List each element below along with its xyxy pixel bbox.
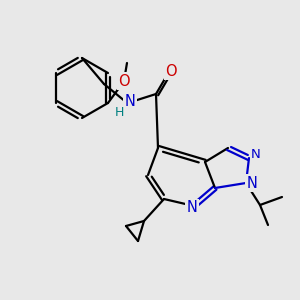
Text: N: N: [247, 176, 257, 190]
Text: N: N: [187, 200, 197, 215]
Text: N: N: [251, 148, 261, 161]
Text: H: H: [114, 106, 124, 119]
Text: O: O: [165, 64, 177, 79]
Text: N: N: [124, 94, 135, 110]
Text: O: O: [118, 74, 130, 88]
